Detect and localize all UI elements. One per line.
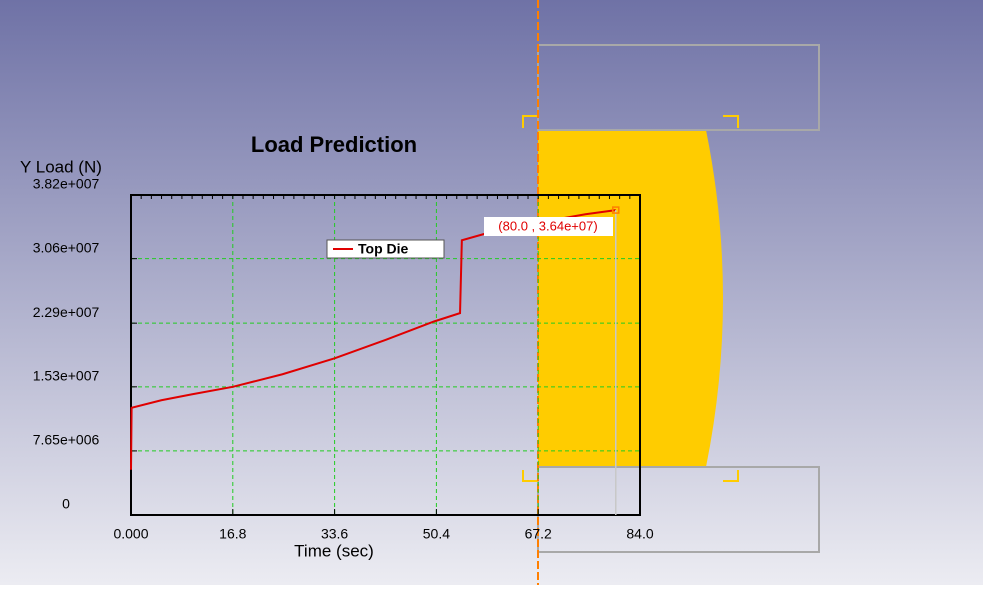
annotation: (80.0 , 3.64e+07) xyxy=(498,218,597,233)
x-tick-label: 16.8 xyxy=(219,526,246,542)
x-tick-label: 0.000 xyxy=(113,526,148,542)
annotation-box xyxy=(484,217,613,236)
legend-label: Top Die xyxy=(358,241,409,257)
y-tick-label: 1.53e+007 xyxy=(33,368,100,384)
x-tick-label: 67.2 xyxy=(525,526,552,542)
x-axis-label: Time (sec) xyxy=(294,541,374,560)
x-tick-label: 33.6 xyxy=(321,526,348,542)
y-axis-label: Y Load (N) xyxy=(20,157,102,176)
plot-frame xyxy=(130,194,641,516)
workpiece xyxy=(538,130,723,467)
top-die xyxy=(537,44,820,131)
x-tick-label: 50.4 xyxy=(423,526,450,542)
x-tick-label: 84.0 xyxy=(626,526,653,542)
cursor-marker xyxy=(612,206,620,214)
y-tick-label: 3.06e+007 xyxy=(33,239,100,255)
y-tick-label: 0 xyxy=(62,496,70,512)
chart: Load Prediction Y Load (N) Time (sec) 0 7… xyxy=(20,132,654,561)
legend-box xyxy=(326,239,445,259)
chart-title: Load Prediction xyxy=(251,132,417,157)
y-tick-label: 7.65e+006 xyxy=(33,432,100,448)
bounding-brackets xyxy=(522,115,739,482)
y-tick-label: 2.29e+007 xyxy=(33,304,100,320)
y-tick-label: 3.82e+007 xyxy=(33,176,100,192)
